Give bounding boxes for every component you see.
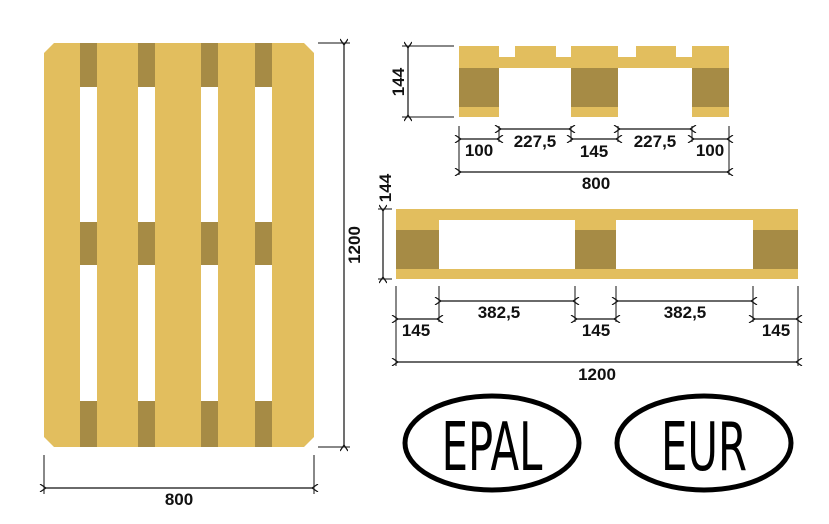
top-board — [97, 43, 138, 447]
segment-label: 145 — [402, 321, 430, 340]
total-label: 800 — [582, 174, 610, 193]
segment-label: 382,5 — [664, 303, 707, 322]
length-label: 1200 — [345, 226, 364, 264]
segment-label: 100 — [465, 141, 493, 160]
segment-label: 227,5 — [634, 132, 677, 151]
width-label: 800 — [165, 490, 193, 509]
epal-logo: EPAL — [402, 393, 582, 493]
total-label: 1200 — [578, 365, 616, 384]
top-board — [272, 43, 314, 447]
segment-label: 100 — [696, 141, 724, 160]
length-dimension: 1200 — [318, 43, 364, 447]
top-board — [155, 43, 201, 447]
segment-label: 227,5 — [514, 132, 557, 151]
height-label: 144 — [389, 67, 408, 96]
side-view-long: 144 145 382,5 145 382,5 145 1200 — [376, 173, 798, 384]
segment-label: 145 — [580, 142, 608, 161]
segment-label: 145 — [582, 321, 610, 340]
top-view: 1200 800 — [44, 43, 364, 509]
side-view-short: 144 100 227,5 145 227,5 100 800 — [389, 46, 729, 193]
svg-text:EUR: EUR — [661, 409, 747, 487]
width-dimension: 800 — [44, 455, 314, 509]
top-board — [218, 43, 255, 447]
segment-label: 145 — [762, 321, 790, 340]
svg-text:EPAL: EPAL — [442, 409, 543, 487]
height-label: 144 — [376, 173, 395, 202]
segment-label: 382,5 — [478, 303, 521, 322]
top-board — [44, 43, 80, 447]
blocks — [80, 43, 272, 447]
eur-logo: EUR — [614, 393, 794, 493]
